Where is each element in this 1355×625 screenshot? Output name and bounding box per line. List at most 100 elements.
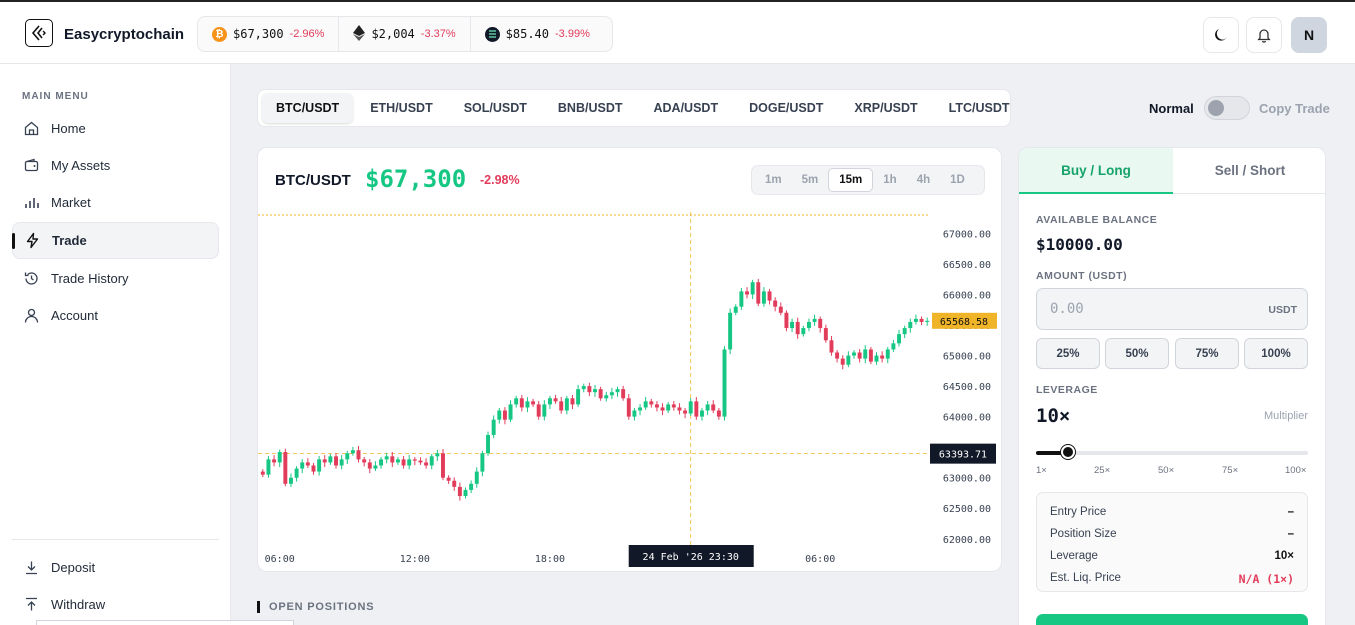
tab-btc-usdt[interactable]: BTC/USDT: [262, 93, 354, 123]
candle-body: [547, 398, 552, 405]
sidebar-item-home[interactable]: Home: [12, 110, 219, 147]
theme-toggle-button[interactable]: [1203, 17, 1239, 53]
candle-body: [311, 465, 316, 472]
timeframe-1m[interactable]: 1m: [765, 174, 782, 186]
sidebar-item-my-assets[interactable]: My Assets: [12, 147, 219, 184]
summary-row-entry: Entry Price –: [1050, 506, 1294, 518]
summary-row-leverage: Leverage 10×: [1050, 550, 1294, 562]
btc-icon: ₿: [212, 26, 227, 42]
leverage-tick: 25×: [1094, 465, 1111, 476]
ticker-eth[interactable]: $2,004 -3.37%: [338, 17, 469, 51]
ticker-price: $2,004: [371, 27, 415, 41]
percent-50-button[interactable]: 50%: [1105, 338, 1169, 369]
candle-body: [474, 471, 479, 484]
summary-label: Entry Price: [1050, 506, 1107, 518]
leverage-value: 10×: [1036, 405, 1071, 427]
submit-order-button[interactable]: [1036, 614, 1308, 625]
timeframe-1d[interactable]: 1D: [950, 174, 965, 186]
y-tick-label: 62000.00: [943, 535, 991, 546]
sidebar-item-market[interactable]: Market: [12, 184, 219, 221]
candle-body: [913, 318, 918, 322]
timeframe-15m[interactable]: 15m: [828, 168, 874, 192]
y-tick-label: 64000.00: [943, 413, 991, 424]
candle-body: [739, 291, 744, 307]
order-summary: Entry Price – Position Size – Leverage 10× …: [1036, 492, 1308, 592]
tab-bnb-usdt[interactable]: BNB/USDT: [557, 101, 623, 115]
leverage-tick: 1×: [1036, 465, 1047, 476]
candle-body: [840, 358, 845, 365]
percent-25-button[interactable]: 25%: [1036, 338, 1100, 369]
sidebar-item-account[interactable]: Account: [12, 297, 219, 334]
x-tick-label: 06:00: [265, 554, 295, 565]
ticker-btc[interactable]: ₿ $67,300 -2.96%: [198, 17, 338, 51]
candle-body: [654, 404, 659, 408]
amount-input[interactable]: 0.00 USDT: [1036, 288, 1308, 330]
candle-body: [542, 404, 547, 417]
timeframe-4h[interactable]: 4h: [916, 174, 931, 186]
y-tick-label: 66500.00: [943, 260, 991, 271]
candle-body: [441, 453, 445, 478]
tab-sell-short[interactable]: Sell / Short: [1173, 148, 1325, 194]
summary-value: –: [1287, 506, 1294, 518]
ticker-price: $85.40: [505, 27, 550, 41]
timeframe-1h[interactable]: 1h: [883, 174, 897, 186]
candle-body: [700, 410, 704, 417]
mode-copy-label: Copy Trade: [1259, 101, 1330, 116]
timeframe-5m[interactable]: 5m: [801, 174, 819, 186]
sidebar-item-deposit[interactable]: Deposit: [12, 549, 219, 586]
candle-body: [598, 389, 603, 399]
candle-body: [379, 459, 384, 466]
candle-body: [469, 483, 474, 490]
notifications-button[interactable]: [1246, 17, 1282, 53]
candle-body: [317, 459, 322, 472]
bottom-scroll-strip: [36, 620, 294, 625]
slider-fill: [1036, 451, 1066, 455]
tab-sol-usdt[interactable]: SOL/USDT: [463, 101, 527, 115]
summary-label: Est. Liq. Price: [1050, 572, 1121, 584]
history-icon: [24, 272, 38, 285]
y-tick-label: 67000.00: [943, 229, 991, 240]
candle-body: [525, 401, 530, 408]
avatar[interactable]: N: [1291, 17, 1327, 53]
candle-body: [868, 349, 873, 362]
percent-100-button[interactable]: 100%: [1244, 338, 1308, 369]
summary-value: N/A (1×): [1238, 572, 1294, 586]
candlestick-chart[interactable]: 67000.0066500.0066000.0065500.0065000.00…: [258, 212, 1002, 572]
amount-placeholder: 0.00: [1050, 301, 1084, 317]
candle-body: [716, 410, 721, 417]
candle-body: [367, 462, 372, 469]
candle-body: [891, 343, 896, 350]
candle-body: [581, 386, 586, 390]
candle-body: [694, 401, 699, 417]
amount-label: AMOUNT (USDT): [1036, 270, 1128, 282]
candle-body: [705, 404, 710, 411]
tab-buy-long[interactable]: Buy / Long: [1019, 148, 1173, 194]
tab-ltc-usdt[interactable]: LTC/USDT: [948, 101, 1010, 115]
tab-ada-usdt[interactable]: ADA/USDT: [653, 101, 719, 115]
tab-eth-usdt[interactable]: ETH/USDT: [370, 101, 433, 115]
sidebar-item-withdraw[interactable]: Withdraw: [12, 586, 219, 623]
slider-thumb[interactable]: [1060, 445, 1075, 459]
candle-body: [328, 456, 333, 463]
logo-icon[interactable]: [25, 19, 53, 47]
candle-body: [626, 398, 631, 417]
percent-75-button[interactable]: 75%: [1175, 338, 1239, 369]
candle-body: [373, 465, 378, 469]
candle-body: [491, 419, 496, 435]
leverage-tick: 100×: [1285, 465, 1307, 476]
open-positions-heading: OPEN POSITIONS: [257, 601, 374, 613]
menu-title: MAIN MENU: [22, 91, 89, 102]
sidebar-item-label: Home: [51, 121, 86, 136]
brand-name[interactable]: Easycryptochain: [64, 26, 185, 43]
tab-xrp-usdt[interactable]: XRP/USDT: [854, 101, 918, 115]
copy-trade-toggle[interactable]: [1204, 96, 1250, 120]
ticker-sol[interactable]: $85.40 -3.99%: [469, 17, 604, 51]
sidebar-item-trade-history[interactable]: Trade History: [12, 260, 219, 297]
sidebar-divider: [12, 539, 219, 540]
leverage-slider[interactable]: [1036, 445, 1308, 459]
tab-doge-usdt[interactable]: DOGE/USDT: [749, 101, 824, 115]
candle-body: [812, 318, 817, 322]
top-header: Easycryptochain ₿ $67,300 -2.96% $2,004 …: [0, 0, 1355, 64]
candle-body: [288, 477, 293, 484]
sidebar-item-trade[interactable]: Trade: [12, 222, 219, 259]
